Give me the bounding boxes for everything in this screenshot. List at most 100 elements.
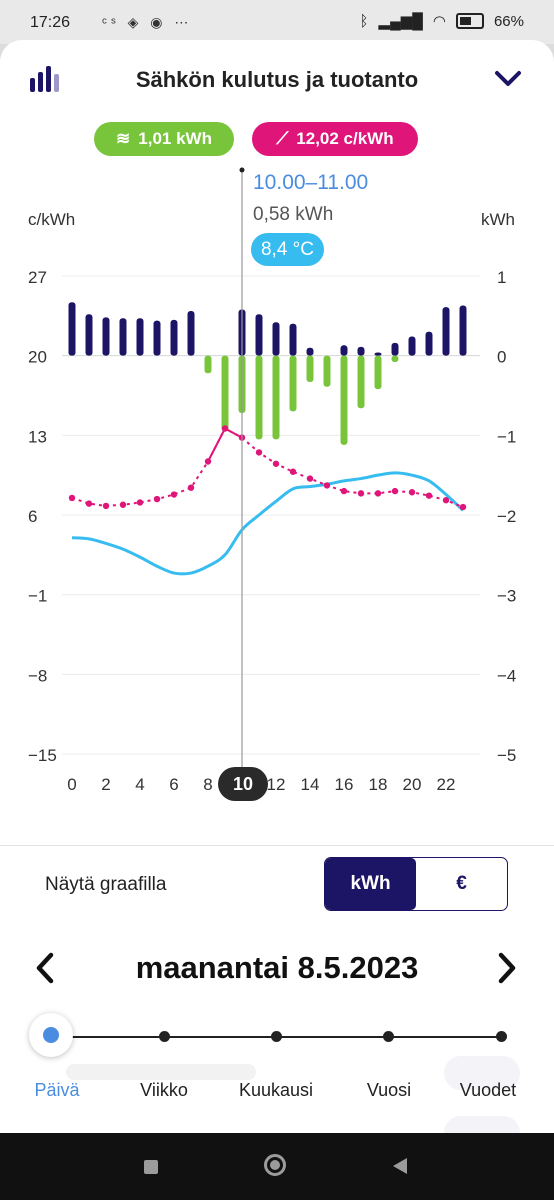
consumption-bar (425, 331, 433, 356)
right-tick-label: −1 (497, 427, 516, 446)
consumption-bar (153, 320, 161, 356)
left-tick-label: −1 (28, 587, 47, 606)
consumption-bar (306, 347, 314, 356)
x-tick-label: 2 (101, 775, 110, 794)
unit-eur-button[interactable]: € (456, 873, 467, 894)
home-icon[interactable] (264, 1154, 286, 1176)
price-point (221, 425, 229, 432)
production-bar (306, 355, 314, 382)
price-average: 12,02 c/kWh (296, 129, 394, 148)
period-year[interactable]: Vuosi (366, 1080, 412, 1100)
price-point (204, 458, 212, 465)
consumption-total: 1,01 kWh (138, 129, 212, 148)
left-tick-label: 13 (28, 427, 47, 446)
battery-percent: 66% (493, 12, 524, 30)
price-point (357, 490, 365, 497)
right-tick-label: −2 (497, 507, 516, 526)
status-time: 17:26 (30, 14, 71, 31)
price-point (340, 487, 348, 495)
unit-kwh-button[interactable]: kWh (325, 858, 416, 910)
consumption-bar (85, 314, 93, 356)
price-line (71, 427, 464, 508)
price-point (85, 500, 93, 507)
right-tick-label: 1 (497, 268, 506, 287)
consumption-bar (136, 318, 144, 356)
temperature-line (71, 471, 465, 576)
current-date: maanantai 8.5.2023 (135, 950, 419, 985)
production-bar (340, 355, 348, 445)
energy-wave-icon: ≋ (116, 129, 131, 148)
price-point (459, 503, 467, 511)
left-tick-label: 20 (28, 348, 47, 367)
consumption-sheet: Sähkön kulutus ja tuotanto ≋ 1,01 kWh ⟋ … (0, 40, 554, 1133)
price-point (187, 484, 195, 491)
price-point (425, 492, 433, 499)
consumption-bar (442, 307, 450, 356)
consumption-bar (340, 345, 348, 356)
production-bar (289, 355, 297, 412)
x-tick-label: 6 (169, 775, 178, 794)
period-dot-month[interactable] (271, 1031, 282, 1042)
tooltip-energy: 0,58 kWh (253, 204, 334, 225)
consumption-bar (408, 336, 416, 356)
x-tick-label: 18 (369, 775, 388, 794)
right-tick-label: −3 (497, 587, 516, 606)
consumption-legend[interactable]: ≋ 1,01 kWh (94, 122, 234, 156)
line-chart-icon: ⟋ (276, 129, 289, 148)
back-icon[interactable] (392, 1157, 408, 1175)
left-tick-label: −8 (28, 666, 47, 685)
divider (0, 845, 554, 846)
period-week[interactable]: Viikko (140, 1080, 188, 1100)
period-dot-years[interactable] (496, 1031, 507, 1042)
consumption-chart[interactable]: 27 1 20 0 13 −1 6 −2 −1 −3 −8 −4 −15 −5 0 2 4 6 8 12 14 16 18 2… (0, 40, 554, 820)
battery-icon (455, 13, 484, 29)
period-years[interactable]: Vuodet (459, 1080, 517, 1100)
price-point (408, 489, 416, 496)
recent-apps-icon[interactable] (144, 1160, 158, 1174)
chevron-down-icon[interactable] (494, 70, 522, 88)
period-month[interactable]: Kuukausi (238, 1080, 314, 1100)
price-point (102, 502, 110, 510)
unit-toggle: kWh € (324, 857, 508, 911)
show-on-graph-label: Näytä graafilla (45, 874, 167, 895)
chevron-right-icon[interactable] (497, 952, 517, 984)
x-tick-label: 16 (335, 775, 354, 794)
consumption-bar (289, 323, 297, 356)
consumption-bar (68, 302, 76, 356)
period-slider-handle[interactable] (29, 1013, 73, 1057)
status-bar: 17:26 ᶜˢ ◈ ◉ ⋯ ᛒ ▂▄▆█ ◠ 66% (0, 0, 554, 44)
production-bar (374, 355, 382, 390)
production-bar (272, 355, 280, 440)
right-axis-unit: kWh (481, 210, 515, 229)
right-tick-label: −5 (497, 746, 516, 765)
background-toggle (444, 1116, 520, 1133)
consumption-bar (272, 322, 280, 356)
x-tick-label: 0 (67, 775, 76, 794)
x-tick-label: 22 (437, 775, 456, 794)
consumption-bar (374, 352, 382, 356)
production-bar (323, 355, 331, 387)
x-tick-label: 12 (267, 775, 286, 794)
chevron-left-icon[interactable] (35, 952, 55, 984)
bluetooth-icon: ᛒ (359, 12, 369, 30)
period-dot-week[interactable] (159, 1031, 170, 1042)
production-bar (357, 355, 365, 409)
consumption-bar (102, 317, 110, 356)
x-tick-label: 14 (301, 775, 320, 794)
x-tick-label: 4 (135, 775, 144, 794)
selected-hour-handle[interactable]: 10 (218, 767, 268, 801)
page-title: Sähkön kulutus ja tuotanto (135, 67, 419, 92)
price-legend[interactable]: ⟋ 12,02 c/kWh (252, 122, 418, 156)
price-point (374, 490, 382, 497)
x-tick-label: 8 (203, 775, 212, 794)
bar-chart-icon[interactable] (28, 64, 60, 92)
consumption-bar (357, 346, 365, 356)
tooltip-temperature: 8,4 °C (251, 233, 324, 266)
left-tick-label: −15 (28, 746, 57, 765)
period-day[interactable]: Päivä (34, 1080, 80, 1100)
period-dot-year[interactable] (383, 1031, 394, 1042)
consumption-bar (170, 319, 178, 356)
consumption-bar (391, 342, 399, 356)
date-navigator: maanantai 8.5.2023 (0, 948, 554, 988)
price-point (170, 491, 178, 498)
